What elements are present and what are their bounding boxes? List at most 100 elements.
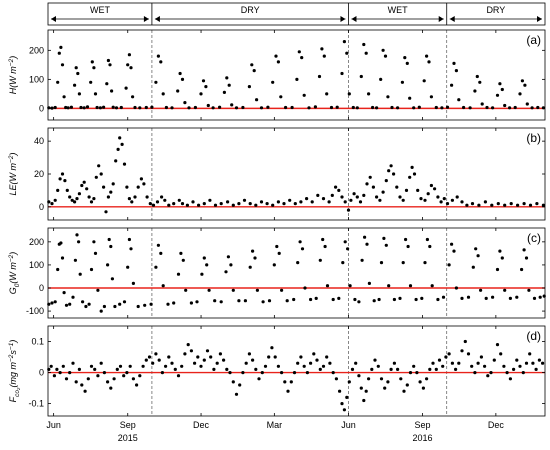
data-point [486,374,490,378]
data-point [491,106,495,110]
data-point [384,179,388,183]
data-point [230,103,234,107]
data-point [465,203,469,207]
data-point [334,377,338,381]
data-point [59,45,63,50]
data-point [99,172,103,176]
data-point [247,352,251,356]
data-point [85,105,90,109]
data-point [254,203,258,207]
data-point [383,54,388,58]
data-point [234,392,239,396]
data-point [427,60,431,64]
data-point [371,105,375,110]
data-point [522,202,526,206]
data-point [163,198,167,202]
data-point [428,244,432,249]
data-point [106,380,110,384]
data-point [102,185,106,189]
data-point [523,83,527,87]
data-point [141,364,145,368]
data-point [257,377,261,381]
data-point [115,367,119,371]
data-point [463,339,467,344]
y-tick-label: 40 [34,136,44,146]
data-point [209,355,213,359]
data-point [68,302,72,306]
data-point [349,198,353,202]
data-point [87,302,91,306]
data-point [61,364,65,368]
data-point [106,263,110,267]
data-point [80,383,84,387]
data-point [259,200,264,204]
y-tick-label: -0.1 [28,399,44,409]
data-point [520,267,524,272]
data-point [357,300,361,304]
data-point [330,193,334,197]
data-point [524,361,529,365]
data-point [315,358,319,362]
data-point [405,61,409,65]
data-point [404,237,408,242]
data-point [476,254,480,258]
data-point [202,202,206,206]
data-point [354,361,358,365]
data-point [433,187,437,191]
data-point [195,300,199,304]
data-point [288,198,292,202]
data-point [229,263,233,267]
data-point [365,242,369,246]
data-point [392,297,396,302]
data-point [362,42,366,47]
data-point [122,300,127,304]
data-point [79,105,83,110]
data-point [340,402,344,406]
data-point [277,251,281,255]
data-point [151,361,155,365]
season-bar: WET DRY WET DRY [47,2,546,26]
data-point [82,106,86,110]
data-point [102,304,106,309]
data-point [77,92,81,96]
data-point [384,243,388,247]
data-point [305,197,309,201]
data-point [177,198,181,202]
data-point [470,202,475,206]
data-point [480,102,484,106]
data-point [81,300,85,304]
data-point [97,164,101,168]
data-point [129,66,133,70]
y-tick-label: 0 [39,283,44,293]
data-point [253,256,257,260]
data-point [206,103,210,108]
data-point [126,265,130,269]
data-point [74,380,78,384]
data-point [367,377,371,381]
data-point [238,383,242,387]
data-point [518,364,522,368]
data-point [160,371,164,375]
data-point [511,367,516,371]
data-point [483,364,487,368]
data-point [122,374,126,378]
data-point [498,249,502,253]
data-point [172,202,176,206]
season-arrow-right [438,16,444,22]
data-point [476,361,480,365]
data-point [490,203,494,207]
data-point [298,240,302,244]
data-point [251,249,255,253]
data-point [300,247,305,251]
data-point [187,106,191,110]
data-point [259,106,264,110]
data-point [445,202,450,206]
data-point [64,105,68,110]
data-point [367,281,371,285]
data-point [267,299,272,303]
data-point [342,40,346,44]
data-point [276,60,280,64]
data-point [474,247,478,251]
data-point [170,106,174,110]
data-point [200,272,204,276]
